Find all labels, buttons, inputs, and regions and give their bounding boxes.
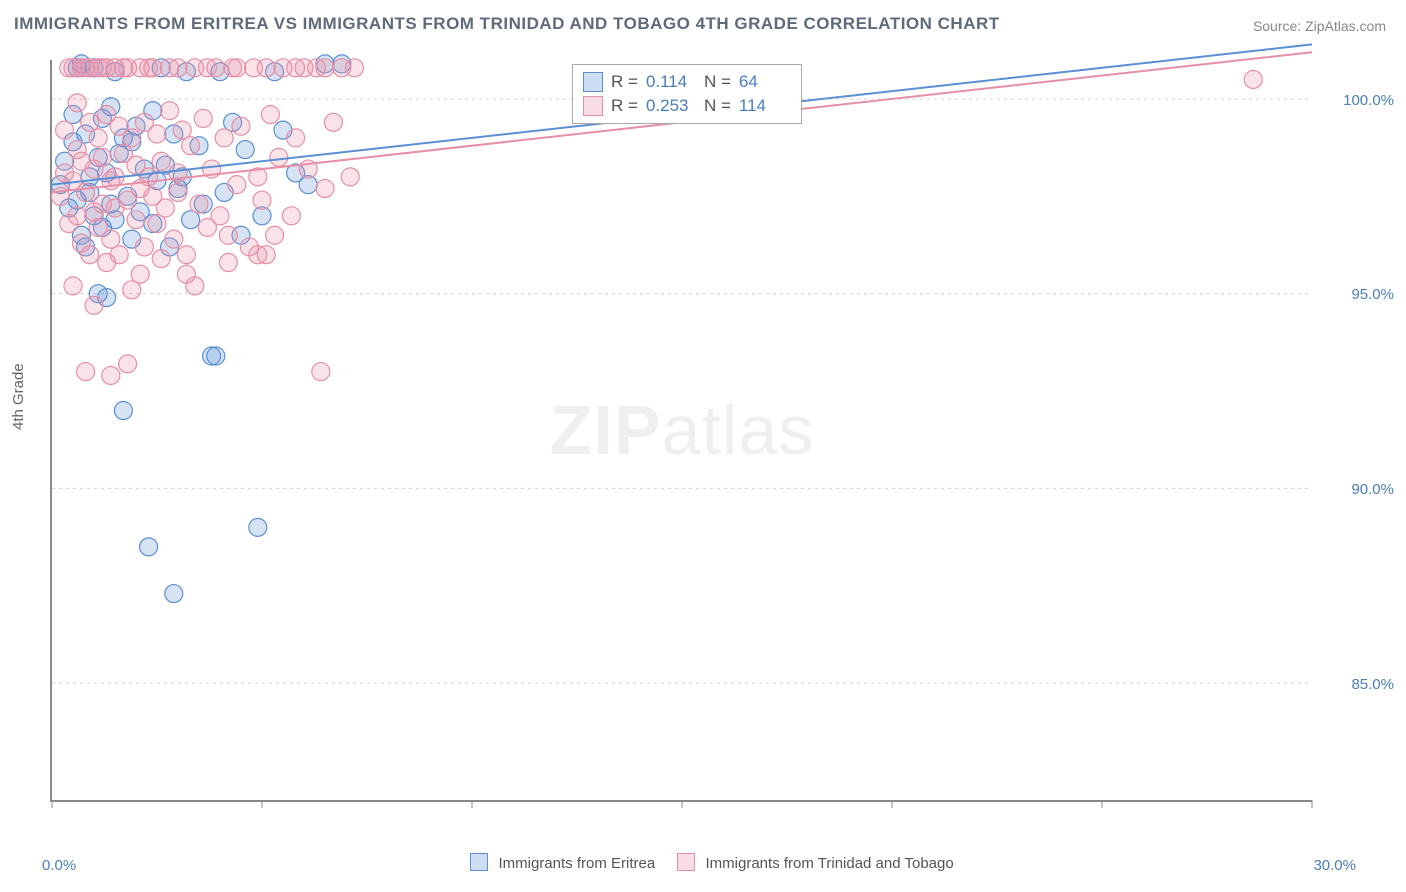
- legend-r-label: R =: [611, 96, 638, 116]
- correlation-legend: R = 0.114 N = 64 R = 0.253 N = 114: [572, 64, 802, 124]
- legend-n-label: N =: [704, 72, 731, 92]
- chart-title: IMMIGRANTS FROM ERITREA VS IMMIGRANTS FR…: [14, 14, 1000, 34]
- legend-r-label: R =: [611, 72, 638, 92]
- y-tick-label: 100.0%: [1343, 92, 1394, 109]
- legend-swatch-icon: [677, 853, 695, 871]
- chart-container: IMMIGRANTS FROM ERITREA VS IMMIGRANTS FR…: [0, 0, 1406, 892]
- legend-row: R = 0.114 N = 64: [583, 70, 789, 94]
- legend-series-label: Immigrants from Trinidad and Tobago: [706, 855, 954, 872]
- plot-area: ZIPatlas R = 0.114 N = 64 R = 0.253 N = …: [50, 60, 1312, 802]
- y-tick-label: 95.0%: [1351, 286, 1394, 303]
- y-axis-label: 4th Grade: [10, 363, 27, 430]
- scatter-svg: [52, 60, 1312, 800]
- y-tick-label: 90.0%: [1351, 481, 1394, 498]
- legend-n-value: 64: [739, 72, 789, 92]
- series-legend: Immigrants from Eritrea Immigrants from …: [0, 853, 1406, 872]
- source-attribution: Source: ZipAtlas.com: [1253, 18, 1386, 34]
- legend-r-value: 0.114: [646, 72, 696, 92]
- legend-swatch-icon: [583, 96, 603, 116]
- legend-series-label: Immigrants from Eritrea: [498, 855, 655, 872]
- legend-row: R = 0.253 N = 114: [583, 94, 789, 118]
- y-tick-label: 85.0%: [1351, 676, 1394, 693]
- legend-n-value: 114: [739, 96, 789, 116]
- legend-swatch-icon: [470, 853, 488, 871]
- legend-r-value: 0.253: [646, 96, 696, 116]
- legend-swatch-icon: [583, 72, 603, 92]
- legend-n-label: N =: [704, 96, 731, 116]
